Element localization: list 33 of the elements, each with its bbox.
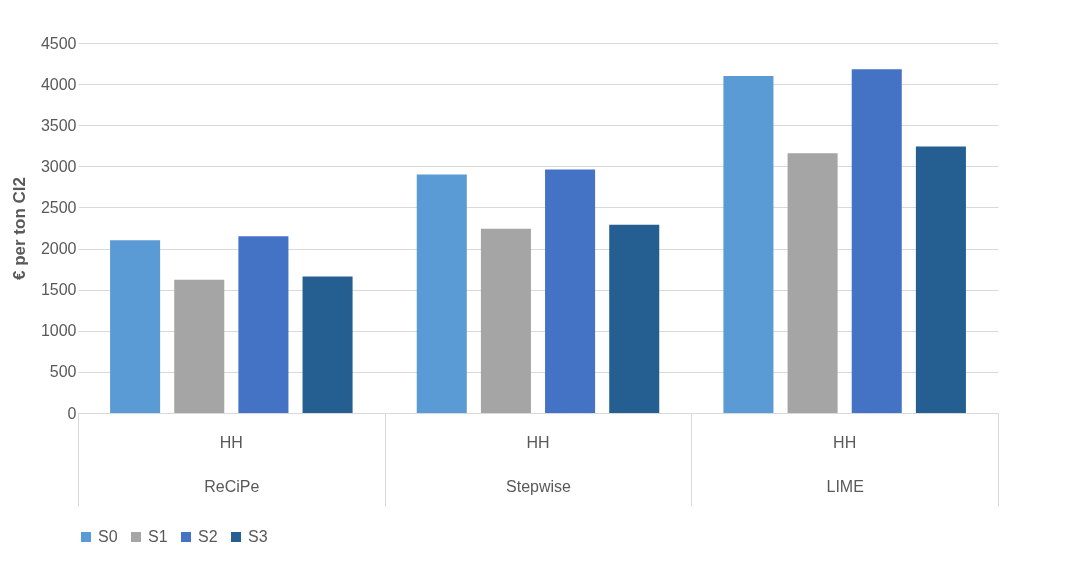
y-tick-label: 0 xyxy=(67,404,77,422)
y-tick-label: 2000 xyxy=(40,240,77,258)
y-tick-label: 2500 xyxy=(40,198,77,216)
legend-label: S1 xyxy=(148,528,168,545)
x-tick-label: LIME xyxy=(826,477,864,495)
y-tick-label: 4000 xyxy=(40,75,77,93)
y-tick-label: 3000 xyxy=(40,157,77,175)
bar xyxy=(545,169,596,413)
text: HH xyxy=(219,434,243,451)
bar xyxy=(480,228,531,413)
bar xyxy=(851,69,902,413)
bar xyxy=(723,75,774,413)
bar xyxy=(416,174,467,413)
text: HH xyxy=(526,434,550,451)
bar xyxy=(238,236,289,413)
bar xyxy=(787,153,838,413)
y-tick-label: 500 xyxy=(49,363,77,381)
bar xyxy=(174,279,225,413)
y-tick-label: 3500 xyxy=(40,116,77,134)
x-tick-label: ReCiPe xyxy=(204,477,260,495)
bar xyxy=(110,240,161,413)
legend-label: S3 xyxy=(248,528,268,545)
y-axis-title: € per ton Cl2 xyxy=(9,177,29,280)
bar xyxy=(609,224,660,413)
bar xyxy=(302,276,353,413)
y-tick-label: 1500 xyxy=(40,281,77,299)
x-tick-label: Stepwise xyxy=(506,477,572,495)
legend-label: S0 xyxy=(98,528,118,545)
legend-label: S2 xyxy=(198,528,218,545)
text: HH xyxy=(833,434,857,451)
bar xyxy=(915,146,966,413)
y-tick-label: 1000 xyxy=(40,322,77,340)
y-tick-label: 4500 xyxy=(40,34,77,52)
